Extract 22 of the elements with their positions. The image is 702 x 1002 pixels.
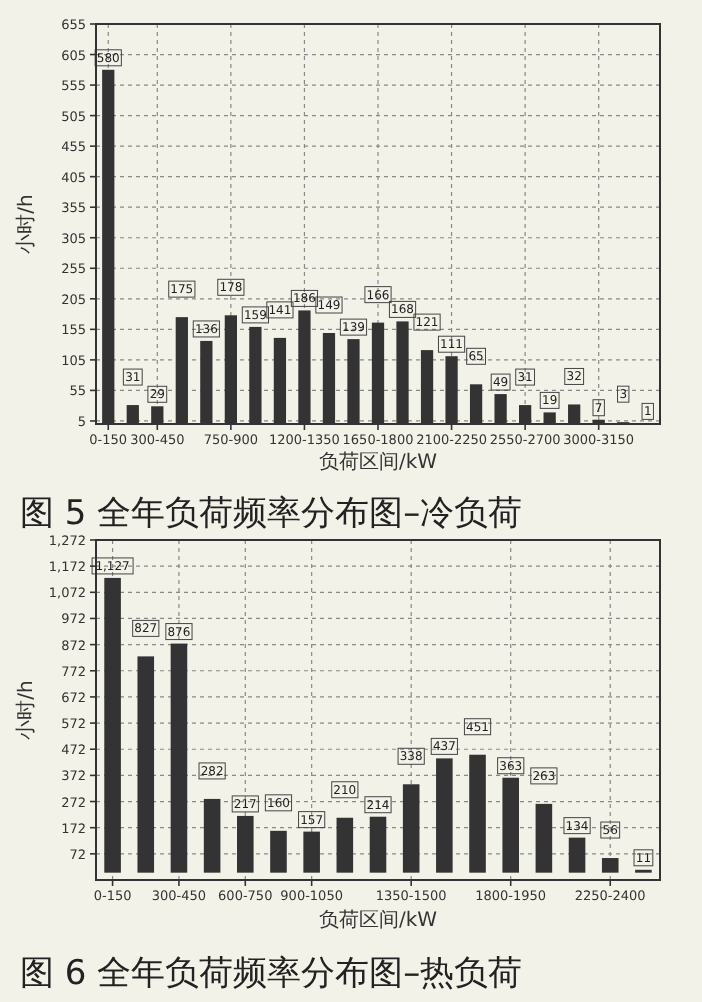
bar [170,643,188,873]
y-axis-title: 小时/h [14,680,38,740]
bar [402,784,420,873]
x-axis-title: 负荷区间/kW [318,450,438,474]
bar [303,831,320,873]
y-axis-title: 小时/h [14,194,38,254]
bar [436,758,453,873]
text: 图 5 全年负荷频率分布图–冷负荷 [20,494,523,534]
bar [336,817,354,873]
bar [270,830,287,873]
text: 图 6 全年负荷频率分布图–热负荷 [20,954,523,994]
bar [137,656,155,873]
bar [104,577,121,873]
bar [535,803,553,873]
bar [502,777,519,873]
bar [568,837,586,873]
bar [369,816,387,873]
bar [469,754,486,873]
bar [237,815,254,873]
bar [601,858,619,873]
bar [203,798,221,873]
x-axis-title: 负荷区间/kW [318,908,438,932]
